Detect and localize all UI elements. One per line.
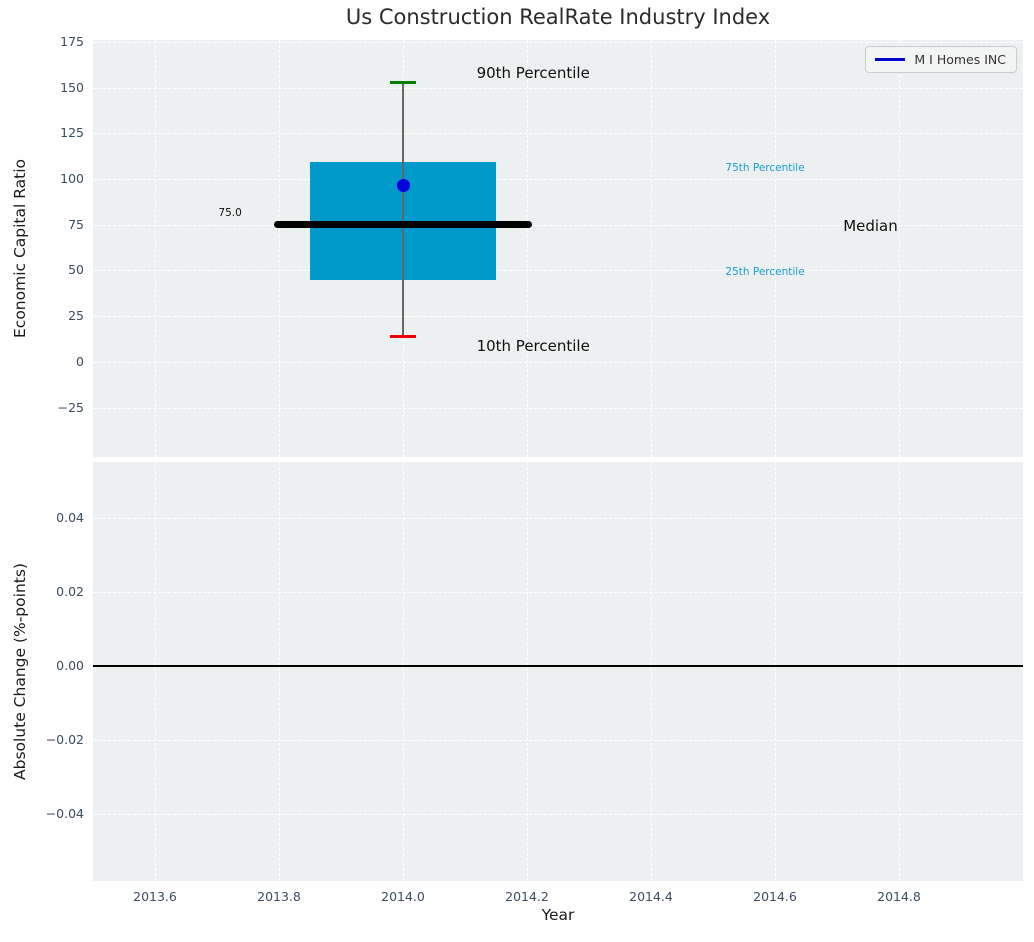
x-tick-label: 2014.4 [629, 889, 673, 904]
gridline-horizontal [93, 179, 1023, 180]
x-tick-label: 2014.0 [381, 889, 425, 904]
gridline-vertical [775, 40, 776, 457]
median-line [274, 221, 532, 229]
top-plot-area: M I Homes INC 90th Percentile 10th Percen… [93, 40, 1023, 457]
x-axis-label: Year [541, 906, 575, 924]
annotation-median: Median [843, 216, 898, 235]
y-tick-label: 0 [76, 353, 84, 369]
legend-label: M I Homes INC [914, 52, 1006, 67]
gridline-horizontal [93, 740, 1023, 742]
annotation-10th-percentile: 10th Percentile [476, 337, 590, 356]
gridline-horizontal [93, 316, 1023, 318]
gridline-vertical [651, 40, 652, 457]
annotation-75-0: 75.0 [218, 206, 242, 219]
annotation-90th-percentile: 90th Percentile [476, 63, 590, 82]
legend: M I Homes INC [865, 46, 1017, 73]
y-tick-label: 0.00 [56, 657, 84, 673]
gridline-vertical [155, 40, 156, 457]
whisker-cap-10th [390, 334, 416, 338]
x-tick-label: 2013.8 [257, 889, 301, 904]
gridline-vertical [651, 462, 652, 881]
zero-line [93, 664, 1023, 667]
whisker-line [402, 82, 404, 337]
y-tick-label: 75 [68, 216, 84, 232]
y-tick-label: 150 [60, 79, 84, 95]
y-tick-label: −25 [57, 399, 84, 415]
gridline-horizontal [93, 87, 1023, 89]
top-y-axis-label: Economic Capital Ratio [11, 158, 29, 339]
gridline-vertical [279, 40, 280, 457]
gridline-horizontal [93, 517, 1023, 519]
legend-line-swatch [875, 58, 906, 61]
gridline-vertical [527, 40, 528, 457]
y-tick-label: −0.02 [45, 732, 84, 748]
x-tick-label: 2014.8 [877, 889, 921, 904]
gridline-horizontal [93, 224, 1023, 226]
gridline-horizontal [93, 361, 1023, 363]
company-point [396, 178, 410, 192]
gridline-horizontal [93, 133, 1023, 135]
x-tick-label: 2014.2 [505, 889, 549, 904]
gridline-vertical [279, 462, 280, 881]
gridline-horizontal [93, 41, 1023, 43]
gridline-horizontal [93, 407, 1023, 409]
whisker-cap-90th [390, 81, 416, 85]
y-tick-label: −0.04 [45, 806, 84, 822]
y-tick-label: 100 [60, 171, 84, 186]
annotation-25th-percentile: 25th Percentile [725, 266, 805, 279]
x-tick-label: 2013.6 [133, 889, 177, 904]
gridline-vertical [155, 462, 156, 881]
chart-title: Us Construction RealRate Industry Index [345, 5, 771, 29]
annotation-75th-percentile: 75th Percentile [725, 162, 805, 175]
bottom-plot-area [93, 462, 1023, 881]
y-tick-label: 175 [60, 33, 84, 49]
gridline-horizontal [93, 270, 1023, 272]
y-tick-label: 0.02 [56, 583, 84, 599]
y-tick-label: 125 [60, 125, 84, 141]
gridline-vertical [527, 462, 528, 881]
gridline-horizontal [93, 814, 1023, 816]
gridline-vertical [403, 462, 404, 881]
gridline-vertical [775, 462, 776, 881]
gridline-horizontal [93, 591, 1023, 593]
y-tick-label: 50 [68, 262, 84, 278]
y-tick-label: 0.04 [56, 509, 84, 525]
gridline-vertical [899, 40, 900, 457]
y-tick-label: 25 [68, 308, 84, 324]
x-tick-label: 2014.6 [753, 889, 797, 904]
gridline-vertical [899, 462, 900, 881]
